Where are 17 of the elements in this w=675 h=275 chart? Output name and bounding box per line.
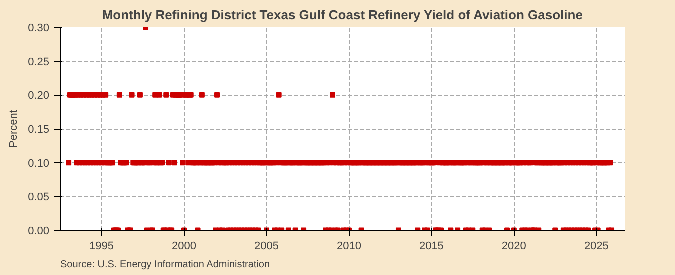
x-tick-label: 1995 bbox=[90, 240, 114, 252]
x-tick-label: 2005 bbox=[254, 240, 280, 252]
y-axis-title: Percent bbox=[8, 110, 20, 148]
y-tick-label: 0.10 bbox=[28, 158, 50, 170]
x-tick-label: 2015 bbox=[419, 240, 444, 252]
y-tick-label: 0.30 bbox=[28, 22, 50, 34]
y-tick-label: 0.20 bbox=[28, 90, 50, 102]
x-tick-label: 2010 bbox=[336, 240, 362, 252]
y-tick-label: 0.05 bbox=[28, 192, 50, 204]
y-tick-label: 0.15 bbox=[28, 124, 50, 136]
chart-title: Monthly Refining District Texas Gulf Coast Refinery Yield of Aviation Gasoline bbox=[102, 8, 583, 22]
x-tick-label: 2000 bbox=[172, 240, 196, 252]
y-tick-label: 0.25 bbox=[28, 56, 50, 68]
x-tick-label: 2025 bbox=[584, 240, 609, 252]
source-note: Source: U.S. Energy Information Administration bbox=[60, 260, 270, 270]
y-tick-label: 0.00 bbox=[28, 226, 50, 238]
x-tick-label: 2020 bbox=[502, 240, 526, 252]
